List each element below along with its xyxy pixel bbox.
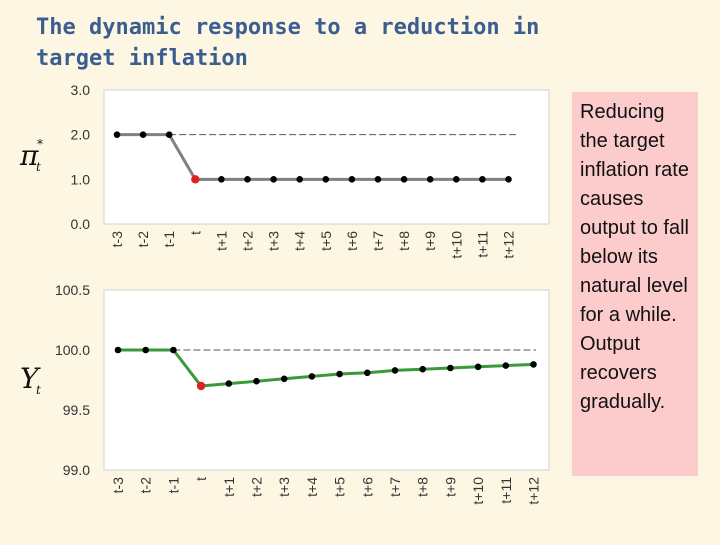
inflation-highlight-point: [191, 175, 200, 184]
inflation-x-tick-label: t+7: [370, 231, 386, 251]
inflation-x-tick-label: t: [187, 231, 203, 235]
output-x-tick-label: t+5: [332, 477, 348, 497]
inflation-x-tick-label: t-3: [109, 231, 125, 248]
inflation-data-point: [218, 176, 225, 183]
explanation-note: Reducing the target inflation rate cause…: [572, 92, 698, 476]
output-plot-area: [103, 289, 550, 471]
inflation-data-point: [479, 176, 486, 183]
inflation-x-tick-label: t-1: [161, 231, 177, 248]
inflation-y-tick-label: 1.0: [71, 171, 91, 187]
inflation-data-point: [113, 131, 121, 138]
output-x-tick-label: t+12: [526, 477, 542, 505]
inflation-x-tick-label: t+1: [213, 231, 229, 251]
output-x-tick-label: t+6: [359, 477, 375, 497]
output-data-point: [474, 363, 482, 371]
inflation-x-tick-label: t+12: [501, 231, 517, 259]
inflation-data-point: [296, 176, 304, 183]
inflation-y-tick-label: 0.0: [71, 216, 91, 232]
inflation-data-point: [426, 176, 434, 183]
output-y-axis-symbol: Y: [20, 362, 41, 395]
inflation-chart: 0.0 1.0 2.0 3.0 t-3 t-2 t-1 t t+1 t+2 t+3 t+4 t+5 t+6…: [0, 78, 560, 278]
inflation-x-tick-label: t+5: [318, 231, 334, 251]
inflation-x-tick-label: t+9: [422, 231, 438, 251]
output-data-point: [253, 377, 260, 385]
output-x-tick-label: t+10: [470, 477, 486, 505]
output-y-tick-label: 100.0: [55, 342, 90, 358]
output-x-tick-label: t-1: [165, 477, 181, 494]
inflation-x-tick-label: t+3: [266, 231, 282, 251]
output-y-axis-subscript: t: [36, 383, 41, 397]
output-data-point: [114, 346, 122, 354]
inflation-y-axis-superscript: *: [37, 137, 43, 151]
inflation-y-axis-subscript: t: [36, 160, 41, 174]
inflation-series-line: [117, 133, 509, 181]
inflation-y-tick-label: 3.0: [71, 82, 91, 98]
output-data-point: [391, 367, 399, 374]
output-x-tick-label: t+7: [387, 477, 403, 497]
inflation-x-tick-label: t+10: [448, 231, 464, 259]
output-x-tick-label: t-2: [138, 477, 154, 494]
slide-title: The dynamic response to a reduction in t…: [36, 15, 540, 71]
inflation-data-point: [322, 176, 330, 183]
output-data-point: [225, 380, 233, 387]
inflation-x-tick-label: t+6: [344, 231, 360, 251]
output-y-tick-label: 100.5: [55, 282, 90, 298]
inflation-y-tick-label: 2.0: [71, 127, 91, 143]
inflation-data-point: [270, 176, 277, 183]
inflation-x-tick-label: t+2: [240, 231, 256, 251]
output-x-tick-label: t+4: [304, 477, 320, 497]
inflation-data-point: [374, 176, 382, 183]
output-highlight-point: [196, 381, 206, 391]
inflation-x-tick-label: t+4: [292, 231, 308, 251]
inflation-data-point: [453, 176, 460, 183]
output-y-tick-label: 99.0: [63, 462, 90, 478]
output-x-tick-label: t+11: [498, 477, 514, 504]
inflation-data-point: [400, 176, 408, 183]
inflation-y-axis-symbol: π: [19, 139, 39, 172]
output-data-point: [447, 364, 454, 372]
output-data-point: [142, 346, 149, 354]
output-x-tick-label: t+2: [249, 477, 265, 497]
inflation-x-tick-label: t+8: [396, 231, 412, 251]
output-x-tick-label: t+9: [442, 477, 458, 497]
output-x-tick-label: t+1: [221, 477, 237, 497]
inflation-data-point: [165, 131, 173, 138]
output-data-point: [170, 346, 177, 354]
output-data-point: [419, 365, 427, 373]
output-data-point: [364, 369, 371, 377]
output-data-point: [308, 373, 316, 380]
output-x-tick-label: t+8: [415, 477, 431, 497]
output-data-point: [280, 375, 288, 383]
output-data-point: [502, 362, 510, 369]
output-chart-svg: 99.0 99.5 100.0 100.5 t-3 t-2 t-1 t t+1 t+2 t+3 t+4…: [20, 282, 550, 505]
inflation-data-point: [505, 176, 512, 183]
output-x-tick-label: t-3: [110, 477, 126, 494]
inflation-plot-area: [103, 89, 550, 225]
output-x-tick-label: t+3: [276, 477, 292, 497]
output-data-point: [336, 370, 343, 378]
inflation-x-tick-label: t-2: [135, 231, 151, 248]
output-data-point: [530, 361, 537, 368]
output-series-line: [118, 348, 534, 388]
inflation-data-point: [244, 176, 251, 183]
output-x-tick-label: t: [193, 477, 209, 481]
inflation-data-point: [348, 176, 356, 183]
output-y-tick-label: 99.5: [63, 402, 90, 418]
inflation-data-point: [139, 131, 147, 138]
inflation-x-tick-label: t+11: [474, 231, 490, 258]
output-chart: 99.0 99.5 100.0 100.5 t-3 t-2 t-1 t t+1 t+2 t+3 t+4…: [0, 278, 560, 540]
inflation-chart-svg: 0.0 1.0 2.0 3.0 t-3 t-2 t-1 t t+1 t+2 t+3 t+4 t+5 t+6…: [19, 82, 550, 259]
